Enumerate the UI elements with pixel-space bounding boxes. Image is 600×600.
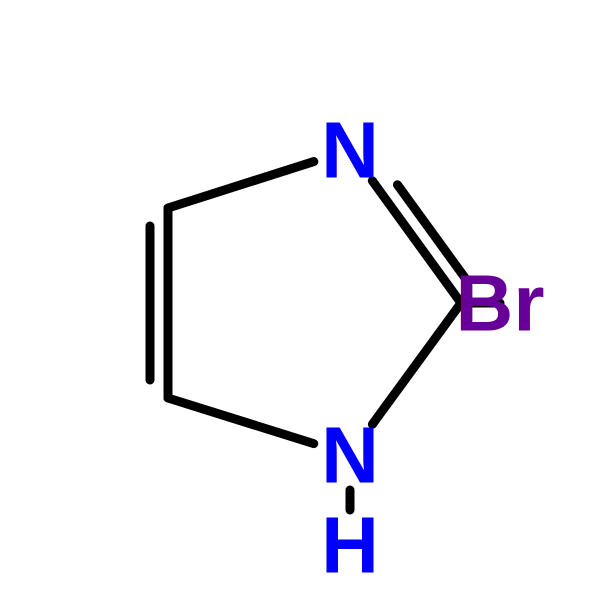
molecule-diagram: NNHBr [0, 0, 600, 600]
bond-outer [372, 181, 461, 303]
bond [372, 303, 461, 424]
atom-label-n1: N [321, 106, 379, 195]
atom-label-n3: N [321, 411, 379, 500]
bond [168, 162, 314, 208]
atom-label-h3: H [321, 501, 379, 590]
bond [168, 398, 314, 444]
atom-label-br: Br [456, 259, 545, 348]
